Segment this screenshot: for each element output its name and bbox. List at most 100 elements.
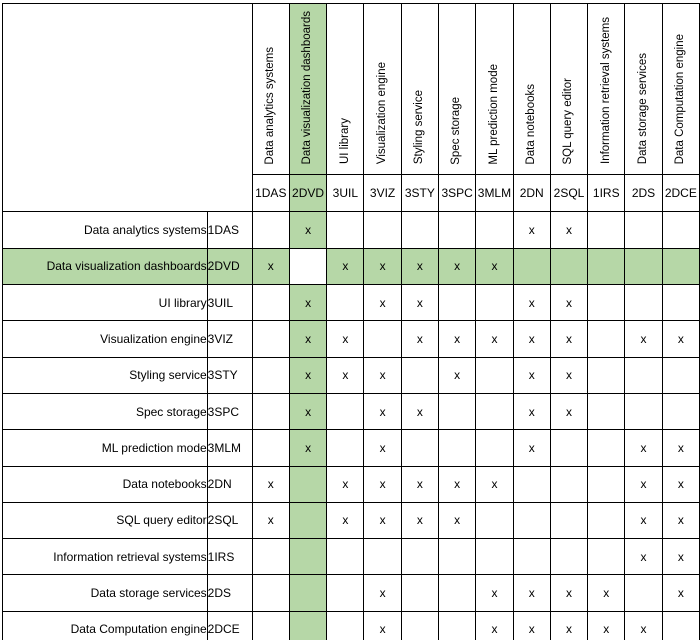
matrix-cell-3SPC-1DAS bbox=[251, 392, 290, 431]
row-code-2DCE: 2DCE bbox=[206, 610, 253, 640]
matrix-cell-2DS-1DAS bbox=[251, 574, 290, 612]
matrix-cell-3STY-3VIZ: x bbox=[363, 356, 402, 394]
matrix-cell-1IRS-1IRS bbox=[587, 538, 626, 576]
matrix-cell-3STY-3MLM bbox=[475, 356, 514, 394]
row-code-2DS: 2DS bbox=[206, 574, 253, 612]
matrix-cell-3MLM-3VIZ: x bbox=[363, 429, 402, 467]
matrix-cell-2SQL-2DVD bbox=[288, 501, 328, 540]
matrix-cell-3SPC-1IRS bbox=[587, 392, 626, 431]
matrix-cell-3MLM-1IRS bbox=[587, 429, 626, 467]
matrix-cell-2DVD-1IRS bbox=[587, 247, 626, 286]
row-code-3STY: 3STY bbox=[206, 356, 253, 394]
matrix-cell-2DVD-3VIZ: x bbox=[363, 247, 402, 286]
matrix-cell-3VIZ-3SPC: x bbox=[438, 320, 477, 358]
matrix-cell-3UIL-3STY: x bbox=[400, 284, 440, 322]
matrix-cell-2DS-2DVD bbox=[288, 574, 328, 612]
matrix-cell-1DAS-3MLM bbox=[475, 211, 514, 249]
matrix-cell-3SPC-3STY: x bbox=[400, 392, 440, 431]
matrix-cell-2DN-2SQL bbox=[549, 465, 589, 503]
row-code-3SPC: 3SPC bbox=[206, 392, 253, 431]
matrix-cell-3SPC-2SQL: x bbox=[549, 392, 589, 431]
matrix-cell-3VIZ-3STY: x bbox=[400, 320, 440, 358]
matrix-cell-1IRS-3VIZ bbox=[363, 538, 402, 576]
matrix-cell-3SPC-2DN: x bbox=[512, 392, 551, 431]
matrix-cell-1DAS-2SQL: x bbox=[549, 211, 589, 249]
col-code-3SPC: 3SPC bbox=[438, 174, 477, 213]
matrix-cell-2DS-3MLM: x bbox=[475, 574, 514, 612]
matrix-cell-2DN-3STY: x bbox=[400, 465, 440, 503]
col-header-3UIL: UI library bbox=[326, 2, 365, 176]
matrix-cell-2DVD-2SQL bbox=[549, 247, 589, 286]
row-label-3UIL: UI library bbox=[2, 284, 208, 322]
matrix-cell-2SQL-3STY: x bbox=[400, 501, 440, 540]
matrix-cell-1IRS-3SPC bbox=[438, 538, 477, 576]
row-label-2SQL: SQL query editor bbox=[2, 501, 208, 540]
matrix-cell-3STY-3STY bbox=[400, 356, 440, 394]
matrix-cell-2DCE-3UIL bbox=[326, 610, 365, 640]
row-code-1DAS: 1DAS bbox=[206, 211, 253, 249]
matrix-cell-2DVD-2DN bbox=[512, 247, 551, 286]
col-code-2SQL: 2SQL bbox=[549, 174, 589, 213]
matrix-cell-3UIL-2DCE bbox=[661, 284, 700, 322]
col-code-2DVD: 2DVD bbox=[288, 174, 328, 213]
matrix-cell-2DCE-2DN: x bbox=[512, 610, 551, 640]
row-code-3UIL: 3UIL bbox=[206, 284, 253, 322]
col-code-3MLM: 3MLM bbox=[475, 174, 514, 213]
matrix-cell-3MLM-2DS: x bbox=[624, 429, 663, 467]
row-label-2DN: Data notebooks bbox=[2, 465, 208, 503]
matrix-cell-3UIL-2SQL: x bbox=[549, 284, 589, 322]
col-header-label: Data analytics systems bbox=[264, 46, 277, 165]
matrix-cell-2SQL-2DS: x bbox=[624, 501, 663, 540]
row-code-2DN: 2DN bbox=[206, 465, 253, 503]
matrix-cell-2DCE-2DCE bbox=[661, 610, 700, 640]
matrix-empty-corner bbox=[2, 2, 253, 213]
col-header-label: Data visualization dashboards bbox=[301, 11, 314, 165]
matrix-cell-3MLM-3STY bbox=[400, 429, 440, 467]
col-header-2DCE: Data Computation engine bbox=[661, 2, 700, 176]
matrix-cell-2DS-3STY bbox=[400, 574, 440, 612]
matrix-cell-3SPC-2DCE bbox=[661, 392, 700, 431]
matrix-cell-3STY-1IRS bbox=[587, 356, 626, 394]
row-code-3VIZ: 3VIZ bbox=[206, 320, 253, 358]
row-label-3SPC: Spec storage bbox=[2, 392, 208, 431]
matrix-cell-3STY-2DS bbox=[624, 356, 663, 394]
matrix-cell-3MLM-2DVD: x bbox=[288, 429, 328, 467]
col-header-label: Data storage services bbox=[636, 53, 649, 165]
matrix-cell-1DAS-3UIL bbox=[326, 211, 365, 249]
matrix-cell-2DN-2DCE: x bbox=[661, 465, 700, 503]
matrix-cell-2SQL-3VIZ: x bbox=[363, 501, 402, 540]
matrix-cell-2DN-2DVD bbox=[288, 465, 328, 503]
matrix-cell-2SQL-2SQL bbox=[549, 501, 589, 540]
matrix-cell-3VIZ-1IRS bbox=[587, 320, 626, 358]
row-label-2DS: Data storage services bbox=[2, 574, 208, 612]
matrix-cell-2DCE-2SQL: x bbox=[549, 610, 589, 640]
matrix-cell-2SQL-2DN bbox=[512, 501, 551, 540]
row-label-1IRS: Information retrieval systems bbox=[2, 538, 208, 576]
matrix-cell-3UIL-2DS bbox=[624, 284, 663, 322]
matrix-cell-3VIZ-3VIZ bbox=[363, 320, 402, 358]
matrix-cell-2DN-3VIZ: x bbox=[363, 465, 402, 503]
matrix-cell-2SQL-3SPC: x bbox=[438, 501, 477, 540]
matrix-cell-3SPC-2DVD: x bbox=[288, 392, 328, 431]
matrix-cell-2DCE-3VIZ: x bbox=[363, 610, 402, 640]
matrix-cell-3STY-2DVD: x bbox=[288, 356, 328, 394]
col-header-label: UI library bbox=[338, 118, 351, 165]
matrix-cell-2DCE-2DVD bbox=[288, 610, 328, 640]
col-header-3VIZ: Visualization engine bbox=[363, 2, 402, 176]
col-header-2DVD: Data visualization dashboards bbox=[288, 2, 328, 176]
matrix-cell-2SQL-1IRS bbox=[587, 501, 626, 540]
matrix-cell-3STY-2SQL: x bbox=[549, 356, 589, 394]
row-label-3VIZ: Visualization engine bbox=[2, 320, 208, 358]
matrix-cell-2DN-3MLM: x bbox=[475, 465, 514, 503]
matrix-header: Data analytics systems Data visualization… bbox=[2, 2, 700, 213]
matrix-body: Data analytics systems 1DAS x x x Data visual… bbox=[2, 211, 700, 640]
matrix-cell-2DCE-1IRS: x bbox=[587, 610, 626, 640]
matrix-cell-2DN-2DN bbox=[512, 465, 551, 503]
col-code-2DN: 2DN bbox=[512, 174, 551, 213]
col-code-1DAS: 1DAS bbox=[251, 174, 290, 213]
matrix-cell-2DS-3VIZ: x bbox=[363, 574, 402, 612]
matrix-cell-1DAS-1DAS bbox=[251, 211, 290, 249]
col-code-1IRS: 1IRS bbox=[587, 174, 626, 213]
matrix-cell-3VIZ-2DN: x bbox=[512, 320, 551, 358]
